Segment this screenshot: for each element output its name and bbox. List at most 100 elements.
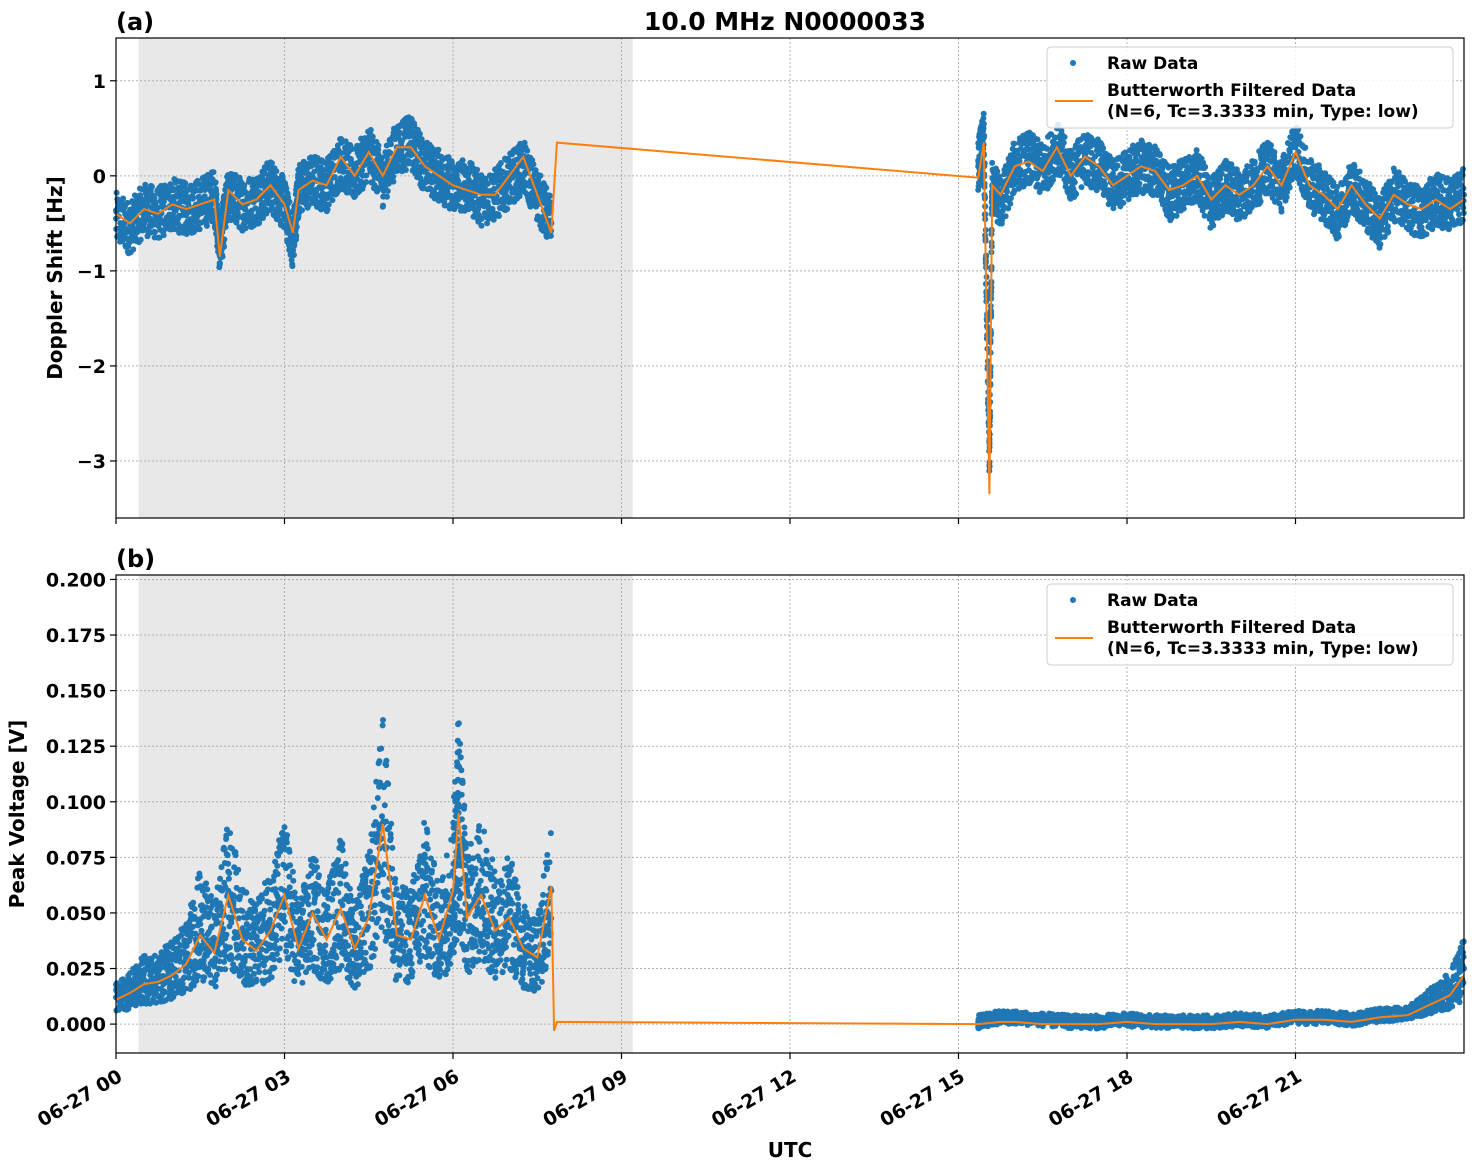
raw-data-point	[1297, 133, 1304, 140]
raw-data-point	[543, 184, 550, 191]
raw-data-point	[1202, 164, 1209, 170]
raw-data-point	[212, 179, 219, 186]
raw-data-point	[1136, 180, 1143, 187]
raw-data-point	[1292, 144, 1299, 151]
raw-data-point	[1100, 145, 1107, 152]
raw-data-point	[1073, 191, 1080, 197]
raw-data-point	[497, 160, 504, 166]
raw-data-point	[1078, 184, 1085, 191]
raw-data-point	[416, 130, 423, 137]
raw-data-point	[1201, 212, 1208, 219]
raw-data-point	[182, 180, 189, 187]
y-tick-label: 1	[93, 71, 106, 93]
raw-data-point	[478, 196, 485, 203]
raw-data-point	[980, 110, 987, 117]
raw-data-point	[384, 193, 390, 200]
raw-data-point	[1114, 162, 1121, 169]
raw-data-point	[1166, 191, 1173, 198]
raw-data-point	[388, 141, 394, 148]
raw-data-point	[537, 172, 544, 179]
raw-data-point	[1459, 172, 1466, 179]
raw-data-point	[135, 228, 142, 235]
raw-data-point	[329, 197, 336, 204]
raw-data-point	[390, 178, 397, 185]
raw-data-point	[1102, 181, 1109, 188]
raw-data-point	[160, 232, 167, 239]
raw-data-point	[1007, 200, 1014, 207]
raw-data-point	[367, 127, 374, 133]
raw-data-point	[1208, 201, 1215, 208]
raw-data-point	[1011, 140, 1018, 147]
raw-data-point	[299, 207, 305, 214]
raw-data-point	[130, 246, 137, 253]
raw-data-point	[1278, 208, 1285, 215]
raw-data-point	[1193, 147, 1200, 154]
raw-data-point	[241, 182, 248, 189]
raw-data-point	[203, 222, 210, 229]
raw-data-point	[124, 199, 131, 206]
raw-data-point	[980, 120, 987, 127]
raw-data-point	[1286, 184, 1293, 191]
raw-data-point	[1302, 144, 1309, 151]
raw-data-point	[384, 188, 391, 194]
raw-data-point	[211, 191, 218, 198]
raw-data-point	[1334, 210, 1341, 217]
raw-data-point	[127, 225, 133, 232]
raw-data-point	[219, 253, 226, 260]
raw-data-point	[380, 202, 386, 209]
raw-data-point	[216, 260, 223, 267]
raw-data-point	[1459, 217, 1466, 224]
raw-data-point	[524, 147, 531, 154]
raw-data-point	[1460, 204, 1467, 211]
raw-data-point	[1122, 190, 1128, 197]
raw-data-point	[1385, 229, 1392, 236]
raw-data-point	[369, 133, 376, 140]
raw-data-point	[289, 239, 296, 246]
raw-data-point	[530, 161, 537, 168]
raw-data-point	[1384, 223, 1391, 230]
raw-data-point	[273, 168, 280, 175]
raw-data-point	[201, 193, 208, 200]
doppler-panel: 10−1−2−3 (a) 10.0 MHz N0000033 Doppler S…	[43, 7, 1467, 524]
raw-data-point	[1257, 198, 1264, 205]
raw-data-point	[459, 157, 466, 164]
raw-data-point	[435, 146, 442, 153]
raw-data-point	[1061, 134, 1068, 140]
raw-data-point	[252, 205, 259, 212]
raw-data-point	[1173, 212, 1180, 219]
raw-data-point	[1409, 198, 1416, 205]
raw-data-point	[1335, 233, 1342, 240]
raw-data-point	[1460, 166, 1466, 173]
raw-data-point	[1060, 139, 1067, 146]
raw-data-point	[1002, 213, 1009, 220]
raw-data-point	[1025, 153, 1032, 160]
raw-data-point	[478, 222, 485, 229]
raw-data-point	[1156, 152, 1163, 159]
raw-data-point	[242, 225, 249, 232]
raw-data-point	[546, 192, 553, 199]
raw-data-point	[402, 167, 409, 173]
raw-data-point	[1271, 149, 1278, 156]
raw-data-point	[1110, 205, 1117, 212]
raw-data-point	[989, 159, 996, 166]
y-tick-label: 0	[93, 166, 106, 188]
raw-data-point	[151, 229, 158, 236]
raw-data-point	[324, 206, 331, 213]
shaded-region-a	[138, 38, 633, 518]
raw-data-point	[293, 232, 300, 239]
raw-data-point	[1251, 158, 1258, 165]
raw-data-point	[137, 192, 144, 199]
raw-data-point	[1050, 177, 1056, 183]
raw-data-point	[1034, 136, 1041, 143]
raw-data-series-a	[113, 110, 1467, 474]
raw-data-point	[407, 139, 414, 146]
raw-data-point	[1356, 168, 1363, 175]
raw-data-point	[1210, 222, 1217, 229]
raw-data-point	[1120, 199, 1127, 206]
raw-data-point	[1004, 188, 1010, 195]
raw-data-point	[980, 134, 987, 141]
raw-data-point	[1447, 201, 1453, 208]
raw-data-point	[1376, 220, 1383, 227]
raw-data-point	[1418, 210, 1425, 217]
